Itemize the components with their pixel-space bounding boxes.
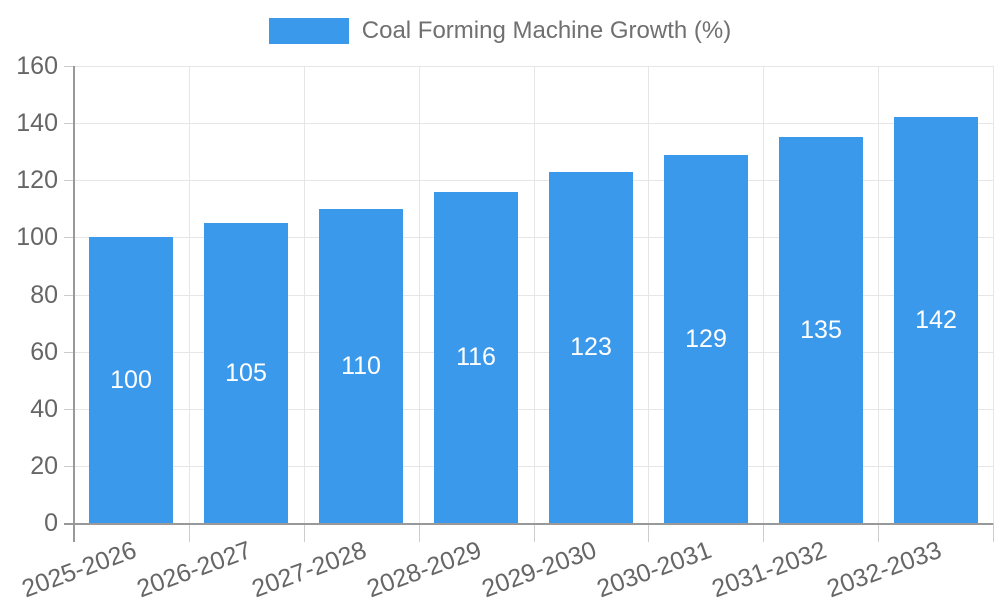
- gridline-horizontal: [74, 123, 993, 124]
- y-tick-label: 100: [16, 223, 58, 251]
- gridline-vertical: [993, 66, 994, 523]
- x-axis-tick: [878, 523, 879, 542]
- x-axis-tick: [763, 523, 764, 542]
- gridline-vertical: [189, 66, 190, 523]
- y-axis-line: [73, 66, 75, 542]
- gridline-vertical: [763, 66, 764, 523]
- bar: [779, 137, 863, 523]
- x-tick-label: 2028-2029: [363, 536, 486, 600]
- bar-value-label: 105: [225, 359, 267, 387]
- bar-value-label: 110: [341, 352, 381, 380]
- bar-value-label: 135: [800, 316, 842, 344]
- gridline-horizontal: [74, 352, 993, 353]
- gridline-horizontal: [74, 295, 993, 296]
- gridline-horizontal: [74, 180, 993, 181]
- y-axis-tick: [64, 180, 74, 181]
- x-tick-label: 2030-2031: [593, 536, 716, 600]
- y-tick-label: 0: [44, 509, 58, 537]
- y-tick-label: 60: [30, 338, 58, 366]
- bar: [204, 223, 288, 523]
- legend-label: Coal Forming Machine Growth (%): [361, 17, 732, 44]
- gridline-horizontal: [74, 409, 993, 410]
- x-tick-label: 2031-2032: [708, 536, 831, 600]
- y-axis-tick: [64, 466, 74, 467]
- x-axis-tick: [534, 523, 535, 542]
- x-tick-label: 2025-2026: [18, 536, 141, 600]
- chart-legend: Coal Forming Machine Growth (%): [0, 15, 1000, 47]
- y-axis-tick: [64, 295, 74, 296]
- x-axis-tick: [648, 523, 649, 542]
- x-axis-tick: [189, 523, 190, 542]
- x-axis-tick: [993, 523, 994, 542]
- gridline-vertical: [648, 66, 649, 523]
- y-axis-tick: [64, 237, 74, 238]
- bar: [894, 117, 978, 523]
- x-tick-label: 2026-2027: [133, 536, 256, 600]
- y-axis-tick: [64, 123, 74, 124]
- bar-value-label: 116: [456, 343, 496, 371]
- legend-swatch: [268, 18, 349, 44]
- bar: [89, 237, 173, 523]
- x-tick-label: 2027-2028: [248, 536, 371, 600]
- y-tick-label: 80: [30, 281, 58, 309]
- bar-value-label: 142: [915, 306, 957, 334]
- bar: [549, 172, 633, 523]
- gridline-vertical: [878, 66, 879, 523]
- y-tick-label: 40: [30, 395, 58, 423]
- bar-value-label: 129: [685, 325, 727, 353]
- gridline-horizontal: [74, 66, 993, 67]
- y-axis-tick: [64, 409, 74, 410]
- bar-value-label: 100: [110, 366, 152, 394]
- y-tick-label: 140: [16, 109, 58, 137]
- x-tick-label: 2032-2033: [823, 536, 946, 600]
- gridline-vertical: [534, 66, 535, 523]
- gridline-horizontal: [74, 466, 993, 467]
- gridline-vertical: [304, 66, 305, 523]
- y-axis-tick: [64, 352, 74, 353]
- x-axis-line: [64, 523, 993, 525]
- gridline-horizontal: [74, 237, 993, 238]
- y-tick-label: 20: [30, 452, 58, 480]
- y-tick-label: 160: [16, 52, 58, 80]
- x-tick-label: 2029-2030: [478, 536, 601, 600]
- y-axis-tick: [64, 66, 74, 67]
- bar: [434, 192, 518, 523]
- x-axis-tick: [419, 523, 420, 542]
- bar: [319, 209, 403, 523]
- bar-value-label: 123: [570, 333, 612, 361]
- x-axis-tick: [304, 523, 305, 542]
- y-tick-label: 120: [16, 166, 58, 194]
- bar: [664, 155, 748, 523]
- gridline-vertical: [419, 66, 420, 523]
